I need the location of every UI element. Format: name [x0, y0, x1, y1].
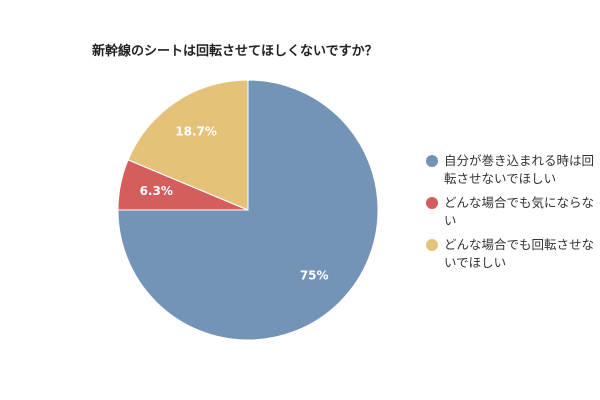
legend-label: どんな場合でも回転させないでほしい — [444, 237, 595, 270]
pie-slice — [127, 79, 249, 211]
legend-item: どんな場合でも回転させないでほしい — [426, 236, 600, 272]
legend-item: どんな場合でも気にならない — [426, 194, 600, 230]
pie-slice — [117, 79, 379, 341]
legend-marker — [426, 197, 438, 209]
legend-marker — [426, 239, 438, 251]
legend-label: 自分が巻き込まれる時は回転させないでほしい — [444, 153, 595, 186]
legend: 自分が巻き込まれる時は回転させないでほしい どんな場合でも気にならない どんな場合で… — [426, 152, 600, 278]
value-label: 75% — [300, 269, 329, 283]
legend-marker — [426, 155, 438, 167]
value-label: 6.3% — [140, 184, 173, 198]
chart-title: 新幹線のシートは回転させてほしくないですか？ — [92, 43, 378, 59]
legend-label: どんな場合でも気にならない — [444, 195, 595, 228]
legend-item: 自分が巻き込まれる時は回転させないでほしい — [426, 152, 600, 188]
value-label: 18.7% — [175, 125, 217, 139]
